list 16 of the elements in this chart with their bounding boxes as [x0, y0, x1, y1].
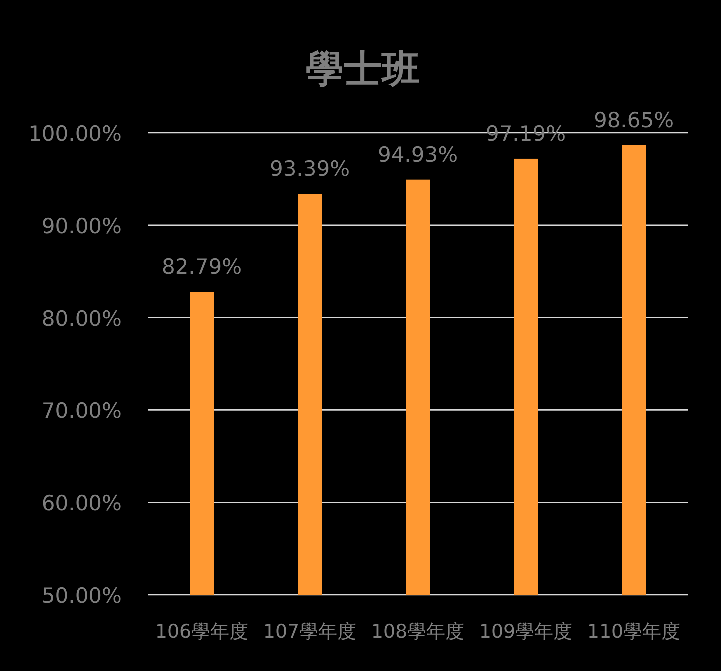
data-label: 82.79%	[162, 255, 242, 280]
x-tick-label: 108學年度	[371, 621, 465, 643]
y-tick-label: 70.00%	[42, 399, 122, 424]
x-tick-label: 109學年度	[479, 621, 573, 643]
y-tick-label: 100.00%	[28, 122, 122, 146]
y-tick-label: 50.00%	[42, 584, 122, 608]
data-label: 94.93%	[378, 142, 458, 167]
y-tick-label: 80.00%	[42, 306, 122, 331]
x-tick-label: 110學年度	[587, 621, 681, 643]
chart-title: 學士班	[306, 47, 420, 91]
x-tick-label: 106學年度	[155, 621, 249, 643]
data-label: 98.65%	[594, 108, 674, 132]
y-tick-label: 90.00%	[42, 214, 122, 238]
data-label: 93.39%	[270, 157, 350, 182]
x-tick-label: 107學年度	[263, 621, 357, 643]
y-tick-label: 60.00%	[42, 492, 122, 516]
